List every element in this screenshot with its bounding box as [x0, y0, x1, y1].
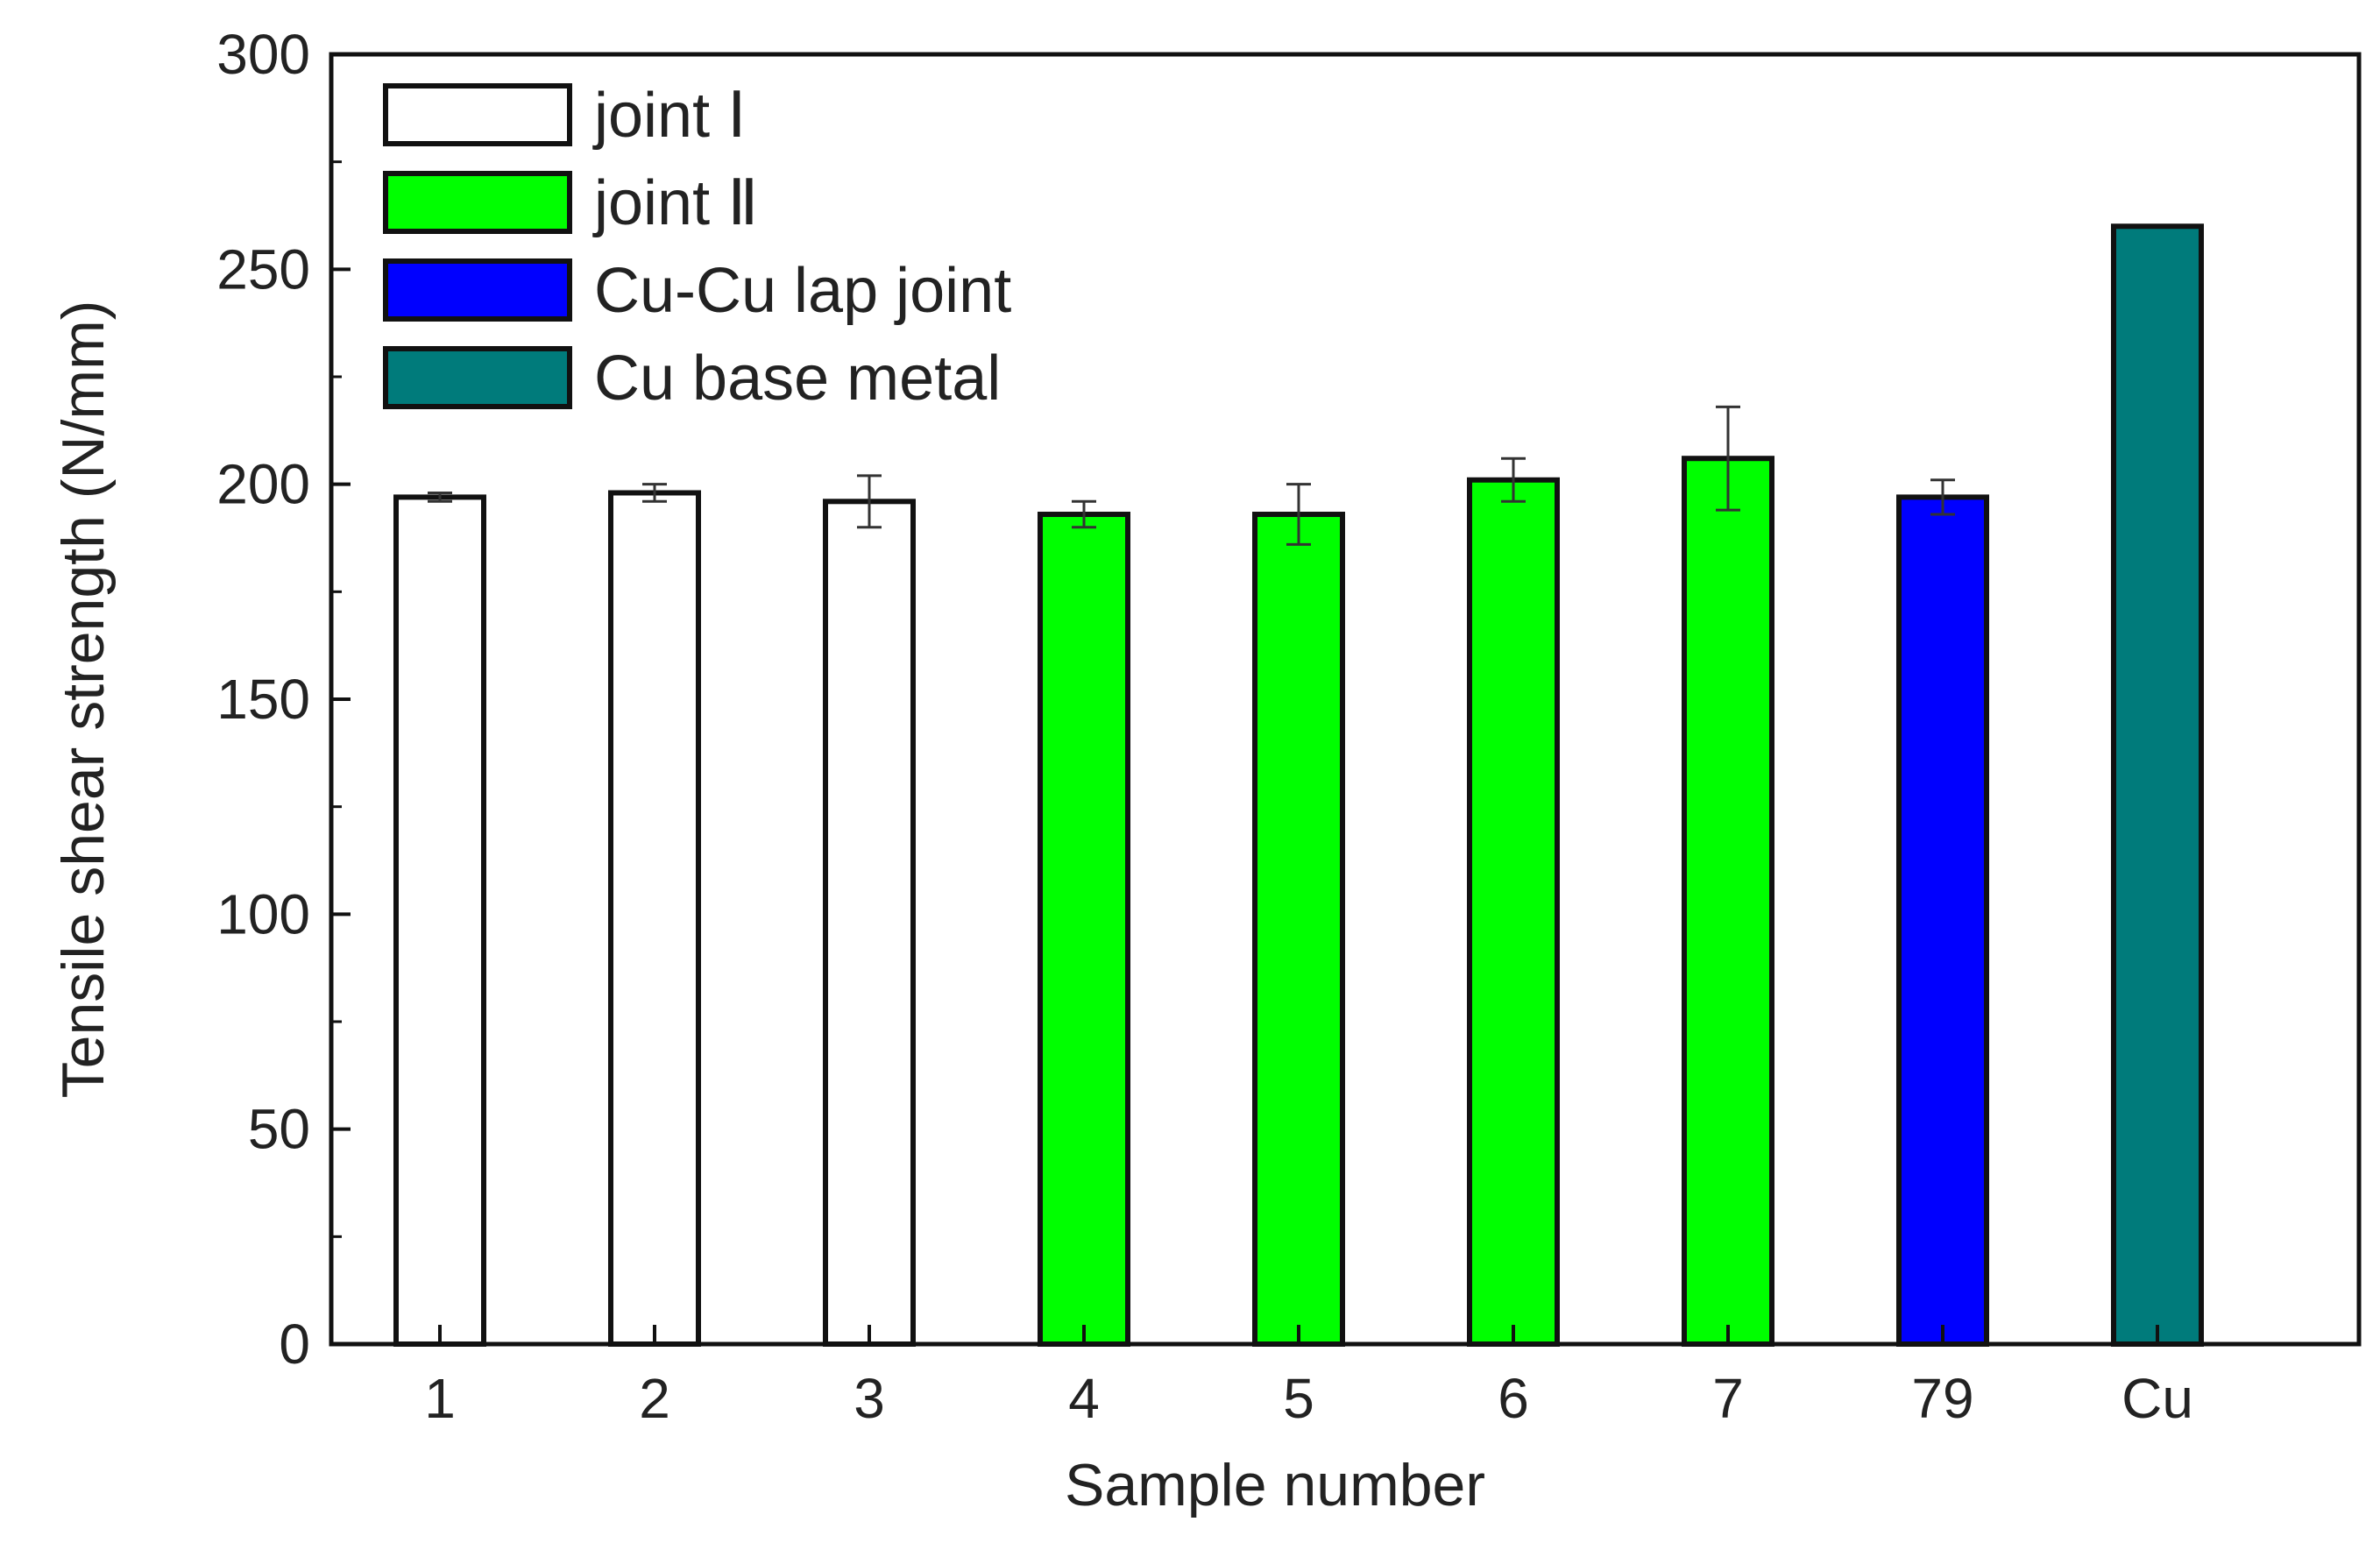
x-axis-title: Sample number	[1065, 1452, 1485, 1518]
error-bar-7	[1716, 405, 1740, 512]
x-tick-label-4: 4	[1068, 1367, 1100, 1430]
x-tick-label-6: 6	[1498, 1367, 1529, 1430]
x-tick-label-1: 1	[424, 1367, 456, 1430]
legend-swatch	[383, 258, 572, 322]
error-bar-1	[428, 491, 452, 503]
y-tick-label-100: 100	[216, 882, 310, 945]
y-tick-label-0: 0	[279, 1313, 310, 1376]
error-bar-6	[1501, 457, 1526, 503]
y-tick-label-250: 250	[216, 237, 310, 301]
legend: joint Ⅰ joint Ⅱ Cu-Cu lap joint Cu base met…	[383, 81, 1011, 414]
legend-swatch	[383, 83, 572, 146]
bar-4	[1038, 512, 1130, 1347]
error-bar-4	[1072, 499, 1096, 529]
bar-7	[1682, 456, 1774, 1347]
bar-5	[1252, 512, 1345, 1347]
legend-label: joint Ⅰ	[592, 81, 746, 151]
legend-item: Cu-Cu lap joint	[383, 256, 1011, 326]
y-tick-label-150: 150	[216, 668, 310, 731]
bar-79	[1896, 494, 1989, 1347]
legend-item: joint Ⅱ	[383, 168, 759, 238]
legend-label: Cu-Cu lap joint	[594, 256, 1011, 326]
legend-item: joint Ⅰ	[383, 81, 746, 151]
y-tick-label-200: 200	[216, 453, 310, 516]
bar-1	[393, 494, 486, 1347]
error-bar-5	[1286, 483, 1311, 546]
error-bars	[428, 405, 1955, 546]
bar-2	[608, 490, 701, 1347]
bar-3	[823, 499, 916, 1347]
error-bar-2	[642, 483, 667, 503]
legend-label: joint Ⅱ	[592, 168, 759, 238]
error-bar-79	[1930, 478, 1955, 516]
y-axis-title: Tensile shear strength (N/mm)	[50, 301, 117, 1099]
x-tick-label-79: 79	[1911, 1367, 1973, 1430]
y-tick-label-300: 300	[216, 23, 310, 86]
x-tick-label-3: 3	[854, 1367, 885, 1430]
y-axis-ticks: 0 50 100 150 200 250 300	[216, 23, 351, 1376]
x-tick-label-5: 5	[1283, 1367, 1314, 1430]
bar-6	[1467, 477, 1560, 1347]
y-tick-label-50: 50	[248, 1098, 310, 1161]
legend-swatch	[383, 346, 572, 409]
x-tick-label-7: 7	[1712, 1367, 1744, 1430]
x-tick-label-2: 2	[639, 1367, 670, 1430]
legend-item: Cu base metal	[383, 343, 1001, 414]
bar-Cu	[2111, 223, 2204, 1347]
legend-label: Cu base metal	[594, 343, 1001, 414]
x-tick-label-Cu: Cu	[2121, 1367, 2193, 1430]
error-bar-3	[857, 474, 882, 529]
legend-swatch	[383, 171, 572, 234]
x-axis-ticks: 1 2 3 4 5 6 7 79 Cu	[424, 1325, 2193, 1430]
